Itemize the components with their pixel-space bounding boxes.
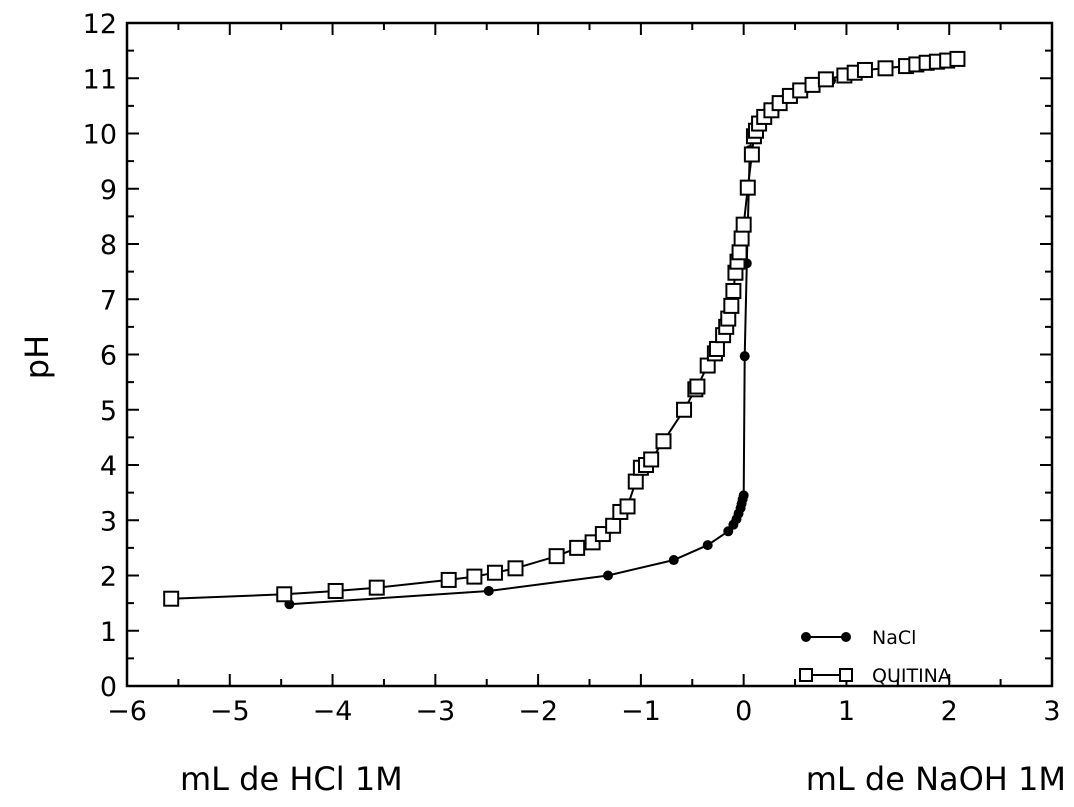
data-point-quitina	[619, 498, 636, 515]
data-point-quitina	[507, 560, 524, 577]
data-point-quitina	[327, 582, 344, 599]
legend-marker-quitina	[799, 668, 813, 682]
data-point-quitina	[276, 586, 293, 603]
data-point-quitina	[486, 564, 503, 581]
legend-marker-quitina	[839, 668, 853, 682]
legend-label-quitina: QUITINA	[872, 665, 951, 687]
y-tick-label: 10	[83, 120, 117, 151]
data-point-quitina	[569, 539, 586, 556]
data-point-quitina	[689, 378, 706, 395]
data-point-quitina	[676, 401, 693, 418]
data-point-quitina	[739, 179, 756, 196]
data-point-quitina	[877, 60, 894, 77]
data-point-nacl	[668, 555, 679, 566]
x-tick-label: 2	[941, 696, 958, 727]
plot-frame	[125, 21, 1054, 688]
y-tick-label: 12	[83, 9, 117, 40]
series-quitina	[163, 50, 966, 607]
data-point-quitina	[643, 451, 660, 468]
legend-marker-nacl	[801, 632, 811, 642]
data-point-quitina	[440, 571, 457, 588]
legend-label-nacl: NaCl	[872, 627, 916, 649]
data-point-quitina	[856, 61, 873, 78]
data-point-nacl	[603, 570, 613, 581]
series-line-quitina	[171, 57, 958, 600]
data-point-quitina	[735, 216, 752, 233]
x-axis-label-left: mL de HCl 1M	[180, 760, 403, 798]
y-tick-label: 2	[100, 562, 117, 593]
data-point-nacl	[702, 540, 713, 551]
data-point-nacl	[483, 585, 494, 596]
y-tick-label: 7	[100, 285, 117, 316]
plot-border	[125, 21, 1054, 688]
y-tick-label: 4	[100, 451, 117, 482]
y-tick-label: 11	[83, 64, 117, 95]
y-tick-label: 5	[100, 396, 117, 427]
x-tick-label: −1	[621, 696, 661, 727]
data-point-quitina	[605, 517, 622, 534]
data-point-quitina	[733, 230, 750, 247]
data-point-quitina	[466, 568, 483, 585]
data-point-quitina	[743, 146, 760, 163]
data-point-quitina	[723, 297, 740, 314]
legend-marker-nacl	[841, 632, 851, 642]
data-point-quitina	[804, 76, 821, 93]
data-point-quitina	[627, 473, 644, 490]
data-point-quitina	[708, 340, 725, 357]
data-point-nacl	[738, 490, 749, 501]
x-tick-label: −2	[518, 696, 558, 727]
y-tick-label: 3	[100, 506, 117, 537]
y-tick-label: 9	[100, 175, 117, 206]
x-tick-label: −3	[415, 696, 455, 727]
data-point-quitina	[731, 244, 748, 261]
x-tick-label: −6	[107, 696, 147, 727]
data-point-quitina	[548, 548, 565, 565]
y-tick-label: 8	[100, 230, 117, 261]
y-tick-label: 1	[100, 617, 117, 648]
x-tick-label: 0	[735, 696, 752, 727]
data-point-quitina	[163, 590, 180, 607]
x-tick-label: −5	[210, 696, 250, 727]
data-point-quitina	[817, 71, 834, 88]
x-tick-label: 1	[838, 696, 855, 727]
y-axis-label: pH	[18, 335, 56, 379]
x-axis-ticks: −6 −5 −4 −3 −2 −1 0 1 2 3	[107, 23, 1061, 727]
y-tick-label: 0	[100, 672, 117, 703]
data-point-nacl	[739, 351, 750, 362]
data-point-quitina	[368, 579, 385, 596]
x-tick-label: −4	[313, 696, 353, 727]
x-tick-label: 3	[1043, 696, 1060, 727]
series-layer	[163, 50, 966, 610]
y-tick-label: 6	[100, 341, 117, 372]
x-axis-label-right: mL de NaOH 1M	[806, 760, 1066, 798]
data-point-quitina	[655, 433, 672, 450]
legend: NaCl QUITINA	[799, 627, 951, 687]
data-point-quitina	[725, 282, 742, 299]
data-point-quitina	[949, 50, 966, 67]
